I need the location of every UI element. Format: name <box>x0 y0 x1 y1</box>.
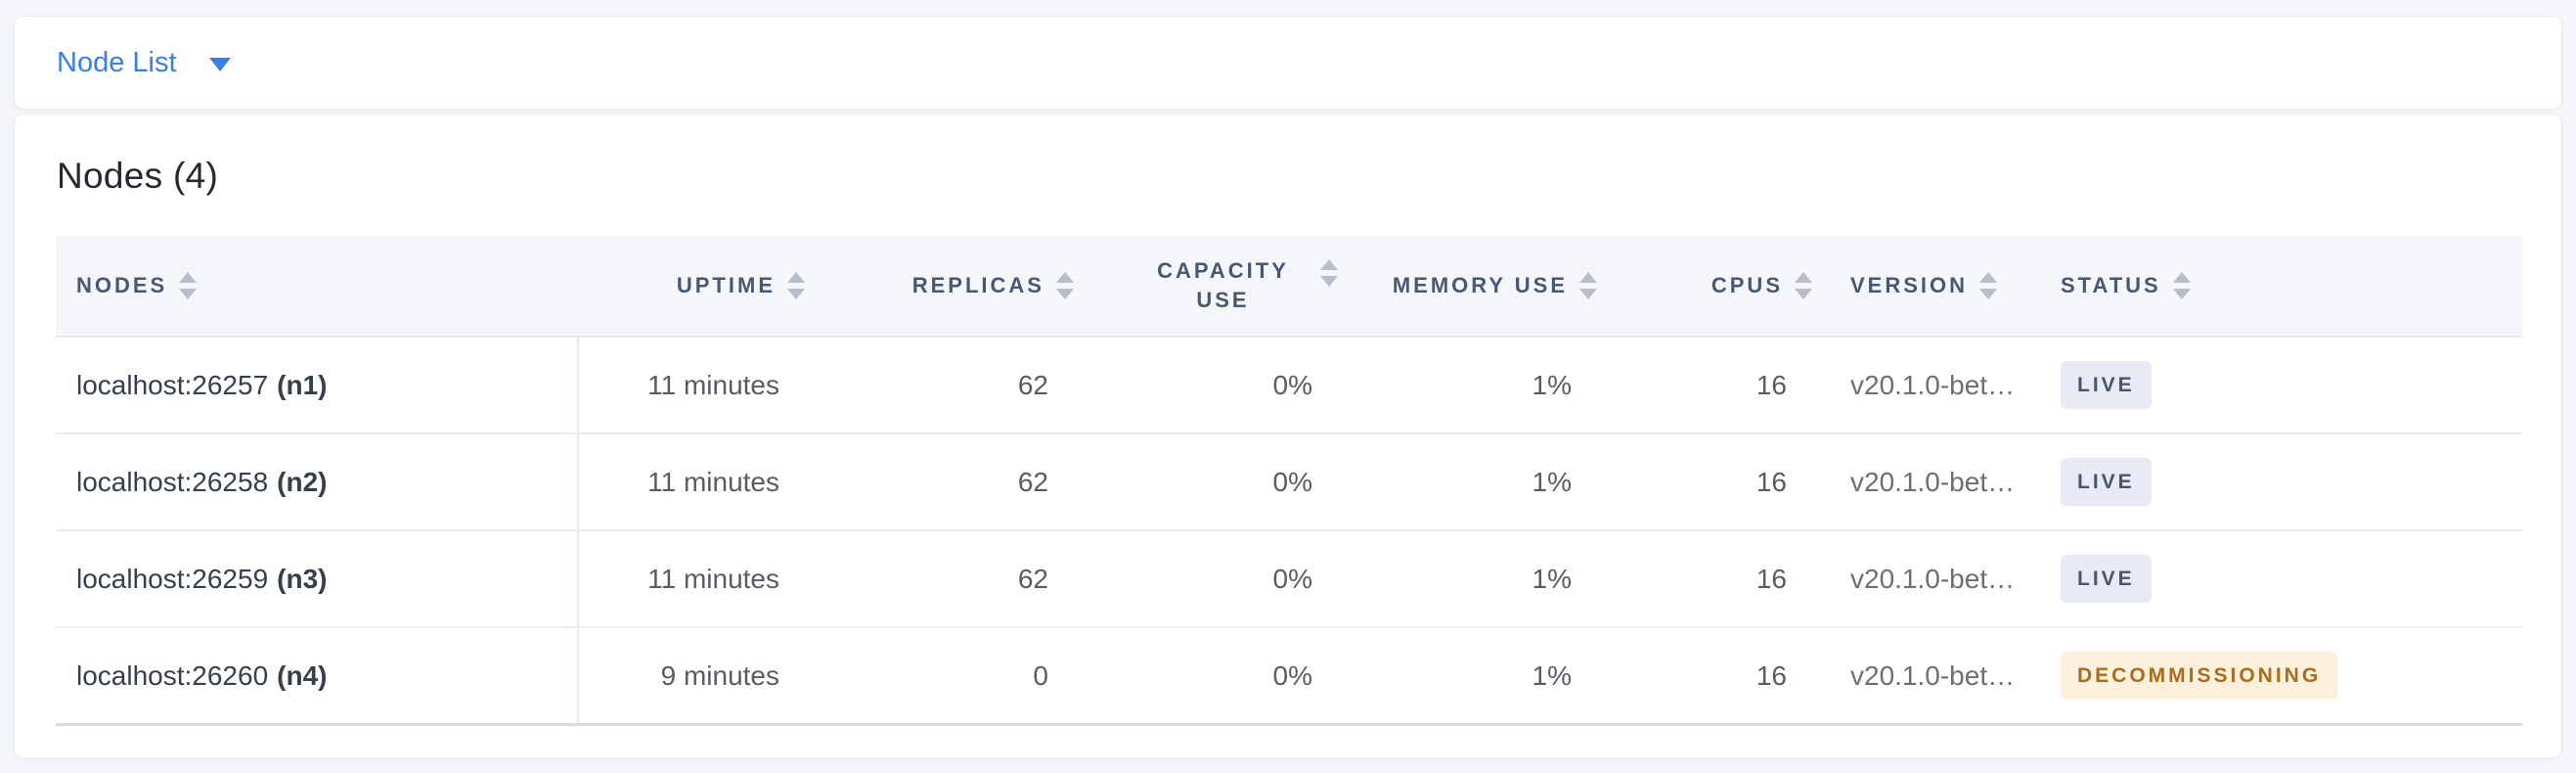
sort-carets-icon[interactable] <box>2172 272 2191 299</box>
sort-carets-icon[interactable] <box>1579 272 1597 299</box>
sort-carets-icon[interactable] <box>787 272 805 299</box>
node-id: (n1) <box>277 369 328 400</box>
caret-down-icon <box>1320 276 1338 287</box>
caret-down-icon <box>2172 289 2191 299</box>
cell-node-name: localhost:26260 (n4) <box>56 628 579 723</box>
caret-down-icon <box>1056 289 1074 299</box>
cell-cpus: 16 <box>1755 563 1787 594</box>
table-row[interactable]: localhost:26258 (n2) 11 minutes 62 0% 1%… <box>56 434 2522 531</box>
caret-down-icon <box>1979 289 1998 299</box>
node-id: (n4) <box>277 659 328 691</box>
cell-uptime: 9 minutes <box>660 659 779 691</box>
cell-memory-use: 1% <box>1532 466 1572 497</box>
status-badge: LIVE <box>2061 458 2152 506</box>
cell-capacity-use: 0% <box>1272 563 1312 594</box>
node-id: (n2) <box>277 466 328 497</box>
cell-memory-use: 1% <box>1532 659 1572 691</box>
caret-up-icon <box>1979 272 1998 283</box>
node-address: localhost:26259 <box>76 563 269 594</box>
node-address: localhost:26258 <box>76 466 269 497</box>
cell-uptime: 11 minutes <box>647 369 779 400</box>
view-dropdown[interactable]: Node List <box>57 46 231 78</box>
cell-version: v20.1.0-bet… <box>1850 466 2016 497</box>
column-header-label: CAPACITY USE <box>1157 258 1289 312</box>
cell-capacity-use: 0% <box>1272 369 1312 400</box>
sort-carets-icon[interactable] <box>1320 259 1338 287</box>
node-address: localhost:26260 <box>76 659 269 691</box>
cell-version: v20.1.0-bet… <box>1850 563 2016 594</box>
cell-status: LIVE <box>2031 361 2522 409</box>
cell-status: LIVE <box>2031 555 2522 603</box>
caret-up-icon <box>1579 272 1597 283</box>
column-header-uptime[interactable]: UPTIME <box>579 236 809 336</box>
cell-memory-use: 1% <box>1532 563 1572 594</box>
table-header-row: NODES UPTIME REPLICAS CAPACITY USE MEMORY US… <box>56 236 2522 338</box>
cell-cpus: 16 <box>1755 659 1787 691</box>
node-list-card: Nodes (4) NODES UPTIME REPLICAS CAPACITY US… <box>14 114 2562 758</box>
column-header-label: UPTIME <box>676 273 776 297</box>
sort-carets-icon[interactable] <box>1795 272 1812 299</box>
cell-version: v20.1.0-bet… <box>1850 659 2016 691</box>
caret-down-icon <box>1795 289 1812 299</box>
cell-memory-use: 1% <box>1532 369 1572 400</box>
view-dropdown-label: Node List <box>57 46 177 78</box>
column-header-label: REPLICAS <box>911 273 1044 297</box>
status-badge: LIVE <box>2061 555 2152 603</box>
node-address: localhost:26257 <box>76 369 269 400</box>
caret-up-icon <box>1320 259 1338 270</box>
column-header-label: VERSION <box>1850 273 1969 297</box>
table-row[interactable]: localhost:26259 (n3) 11 minutes 62 0% 1%… <box>56 531 2522 628</box>
column-header-status[interactable]: STATUS <box>2031 236 2522 336</box>
column-header-memory-use[interactable]: MEMORY USE <box>1342 236 1601 336</box>
column-header-capacity-use[interactable]: CAPACITY USE <box>1078 236 1342 336</box>
cell-replicas: 62 <box>1017 563 1048 594</box>
column-header-label: NODES <box>76 273 168 297</box>
sort-carets-icon[interactable] <box>1056 272 1074 299</box>
caret-down-icon <box>1579 289 1597 299</box>
cell-capacity-use: 0% <box>1272 466 1312 497</box>
column-header-cpus[interactable]: CPUS <box>1601 236 1816 336</box>
cell-replicas: 62 <box>1017 369 1048 400</box>
cell-uptime: 11 minutes <box>647 563 779 594</box>
nodes-table: NODES UPTIME REPLICAS CAPACITY USE MEMORY US… <box>56 236 2522 726</box>
column-header-label: STATUS <box>2061 273 2161 297</box>
table-row[interactable]: localhost:26260 (n4) 9 minutes 0 0% 1% 1… <box>56 628 2522 726</box>
cell-replicas: 0 <box>1033 659 1048 691</box>
cell-replicas: 62 <box>1017 466 1048 497</box>
caret-down-icon <box>787 289 805 299</box>
cell-node-name: localhost:26259 (n3) <box>56 531 579 626</box>
column-header-version[interactable]: VERSION <box>1816 236 2031 336</box>
cell-cpus: 16 <box>1755 369 1787 400</box>
caret-up-icon <box>787 272 805 283</box>
cell-node-name: localhost:26257 (n1) <box>56 338 579 432</box>
status-badge: DECOMMISSIONING <box>2061 652 2338 700</box>
node-id: (n3) <box>277 563 328 594</box>
caret-down-icon <box>208 57 231 71</box>
caret-up-icon <box>1795 272 1812 283</box>
table-body: localhost:26257 (n1) 11 minutes 62 0% 1%… <box>56 338 2522 726</box>
cell-uptime: 11 minutes <box>647 466 779 497</box>
caret-up-icon <box>1056 272 1074 283</box>
status-badge: LIVE <box>2061 361 2152 409</box>
view-selector-bar: Node List <box>14 16 2562 110</box>
column-header-nodes[interactable]: NODES <box>56 236 579 336</box>
cell-capacity-use: 0% <box>1272 659 1312 691</box>
cell-cpus: 16 <box>1755 466 1787 497</box>
cell-node-name: localhost:26258 (n2) <box>56 434 579 529</box>
cell-version: v20.1.0-bet… <box>1850 369 2016 400</box>
sort-carets-icon[interactable] <box>1979 272 1998 299</box>
sort-carets-icon[interactable] <box>179 272 198 299</box>
caret-up-icon <box>179 272 198 283</box>
column-header-label: MEMORY USE <box>1392 273 1568 297</box>
caret-up-icon <box>2172 272 2191 283</box>
page-title: Nodes (4) <box>57 156 219 196</box>
cell-status: DECOMMISSIONING <box>2031 652 2522 700</box>
column-header-label: CPUS <box>1710 273 1783 297</box>
cell-status: LIVE <box>2031 458 2522 506</box>
table-row[interactable]: localhost:26257 (n1) 11 minutes 62 0% 1%… <box>56 338 2522 434</box>
column-header-replicas[interactable]: REPLICAS <box>809 236 1078 336</box>
caret-down-icon <box>179 289 198 299</box>
